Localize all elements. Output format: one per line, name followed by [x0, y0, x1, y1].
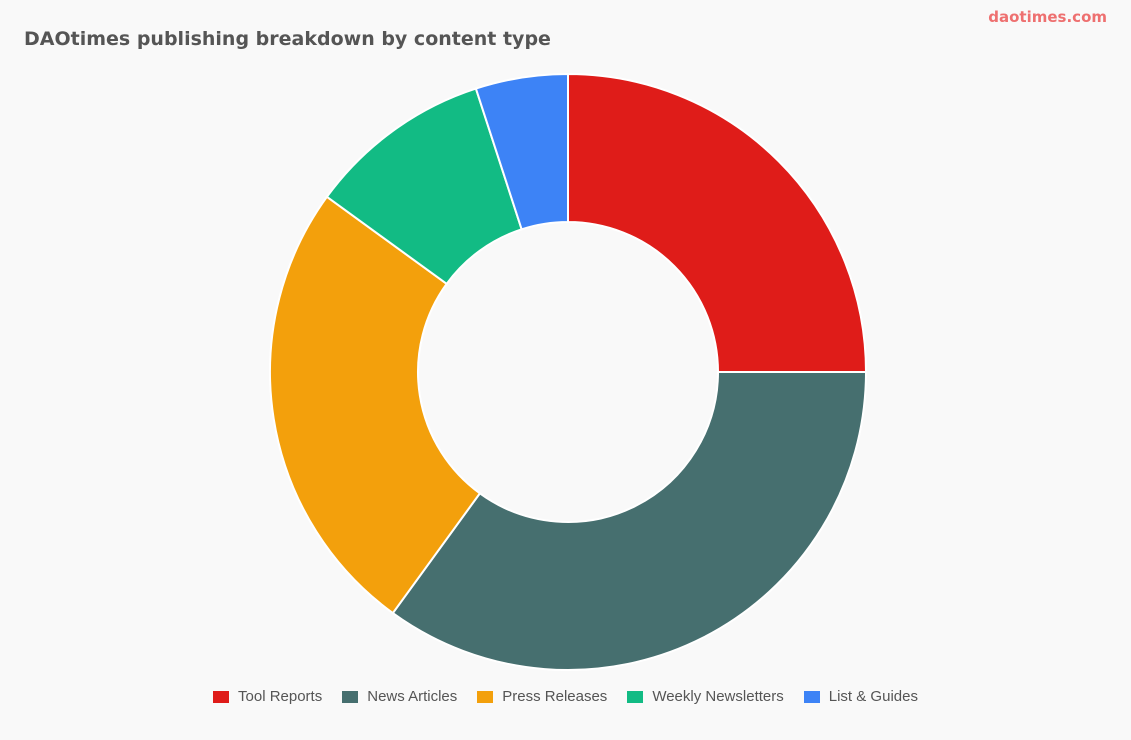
legend-item[interactable]: News Articles [342, 688, 457, 705]
chart-title: DAOtimes publishing breakdown by content… [24, 28, 551, 50]
legend-swatch [627, 690, 644, 703]
legend-item[interactable]: Weekly Newsletters [627, 688, 784, 705]
legend-item[interactable]: Tool Reports [213, 688, 322, 705]
legend-swatch [213, 690, 230, 703]
legend-item[interactable]: List & Guides [803, 688, 918, 705]
watermark: daotimes.com [988, 8, 1107, 26]
legend-swatch [803, 690, 820, 703]
legend-swatch [342, 690, 359, 703]
legend-label: Weekly Newsletters [652, 688, 784, 705]
slice [269, 195, 482, 615]
legend-item[interactable]: Press Releases [477, 688, 607, 705]
legend-label: News Articles [367, 688, 458, 705]
legend-label: Press Releases [502, 688, 608, 705]
legend-label: Tool Reports [238, 688, 323, 705]
legend-swatch [477, 690, 494, 703]
legend: Tool Reports News Articles Press Releases W… [0, 688, 1131, 705]
slice [567, 72, 868, 373]
legend-label: List & Guides [828, 688, 918, 705]
slice [391, 371, 868, 671]
slice [474, 72, 569, 231]
